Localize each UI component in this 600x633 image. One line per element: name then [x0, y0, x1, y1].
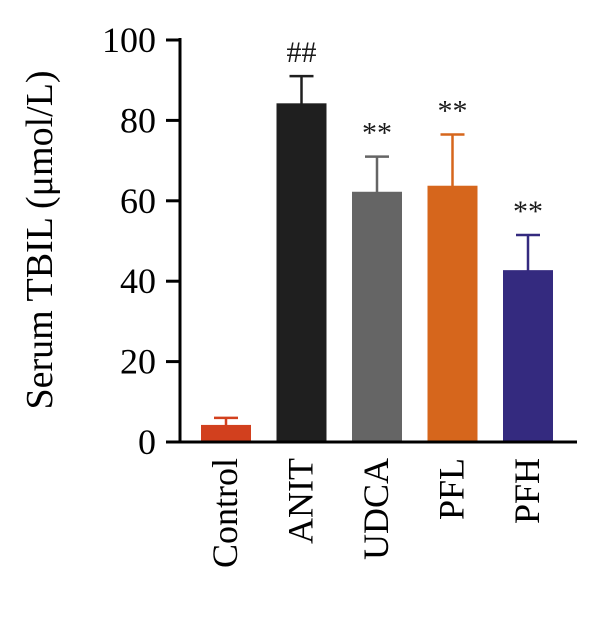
y-ticks: 0 20 40 60 80 100 — [102, 20, 180, 462]
error-bars — [214, 74, 540, 426]
category-label-pfl: PFL — [432, 458, 472, 520]
category-labels: Control ANIT UDCA PFL PFH — [205, 458, 547, 568]
bar-pfh — [503, 270, 553, 443]
significance-pfl: ** — [438, 94, 468, 127]
y-tick-label: 20 — [120, 342, 156, 382]
y-tick-label: 100 — [102, 20, 156, 60]
error-bar-pfh — [516, 233, 540, 272]
error-bar-pfl — [440, 133, 465, 187]
bar-control — [201, 424, 251, 444]
bar-udca — [352, 191, 402, 443]
significance-udca: ** — [362, 117, 392, 150]
category-label-anit: ANIT — [281, 458, 321, 544]
significance-annotations: ## ** ** ** — [287, 36, 544, 228]
y-tick-label: 60 — [120, 181, 156, 221]
category-label-pfh: PFH — [507, 458, 547, 524]
bar-anit — [276, 103, 327, 443]
category-label-control: Control — [205, 458, 245, 568]
bars — [201, 103, 553, 444]
y-axis-label: Serum TBIL (μmol/L) — [19, 70, 61, 409]
error-bar-anit — [289, 74, 314, 105]
error-bar-control — [214, 416, 238, 426]
y-tick-label: 40 — [120, 261, 156, 301]
error-bar-udca — [365, 155, 389, 193]
significance-anit: ## — [287, 36, 317, 69]
significance-pfh: ** — [513, 195, 543, 228]
y-tick-label: 0 — [138, 422, 156, 462]
y-tick-label: 80 — [120, 100, 156, 140]
bar-pfl — [427, 185, 478, 443]
category-label-udca: UDCA — [356, 458, 396, 560]
